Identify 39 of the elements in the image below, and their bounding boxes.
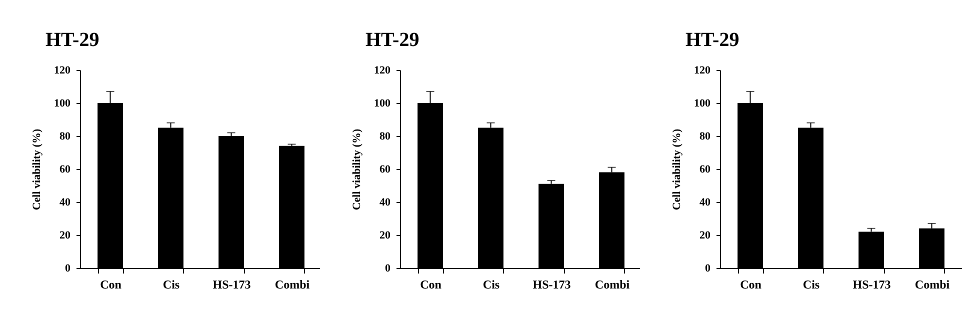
y-tick-label: 20 (380, 230, 391, 242)
y-tick-label: 80 (700, 130, 711, 142)
x-tick-label: Combi (914, 278, 950, 292)
x-tick-label: Cis (482, 278, 500, 292)
chart-title: HT-29 (366, 29, 420, 51)
x-tick-label: Combi (594, 278, 630, 292)
y-axis-title: Cell viability (%) (351, 128, 363, 210)
x-tick-label: Con (740, 278, 762, 292)
y-tick-label: 120 (694, 64, 711, 76)
y-axis-title: Cell viability (%) (671, 128, 683, 210)
y-tick-label: 40 (60, 196, 71, 208)
y-axis-title: Cell viability (%) (31, 128, 43, 210)
x-tick-label: Cis (802, 278, 820, 292)
x-tick-label: Combi (274, 278, 310, 292)
chart-title: HT-29 (46, 29, 100, 51)
y-tick-label: 100 (374, 98, 391, 110)
y-tick-label: 20 (60, 230, 71, 242)
y-tick-label: 0 (385, 262, 391, 274)
y-tick-label: 0 (705, 262, 711, 274)
y-tick-label: 100 (54, 98, 71, 110)
x-tick-label: HS-173 (532, 278, 571, 292)
y-tick-label: 40 (380, 196, 391, 208)
y-tick-label: 0 (65, 262, 71, 274)
y-tick-label: 80 (60, 130, 71, 142)
chart-title: HT-29 (686, 29, 740, 51)
y-tick-label: 100 (694, 98, 711, 110)
x-tick-label: Con (420, 278, 442, 292)
x-tick-label: Cis (162, 278, 180, 292)
y-tick-label: 120 (374, 64, 391, 76)
y-tick-label: 40 (700, 196, 711, 208)
y-tick-label: 80 (380, 130, 391, 142)
x-tick-label: Con (100, 278, 122, 292)
x-tick-label: HS-173 (212, 278, 251, 292)
y-tick-label: 60 (380, 164, 391, 176)
y-tick-label: 60 (60, 164, 71, 176)
y-tick-label: 120 (54, 64, 71, 76)
x-tick-label: HS-173 (852, 278, 891, 292)
y-tick-label: 20 (700, 230, 711, 242)
y-tick-label: 60 (700, 164, 711, 176)
